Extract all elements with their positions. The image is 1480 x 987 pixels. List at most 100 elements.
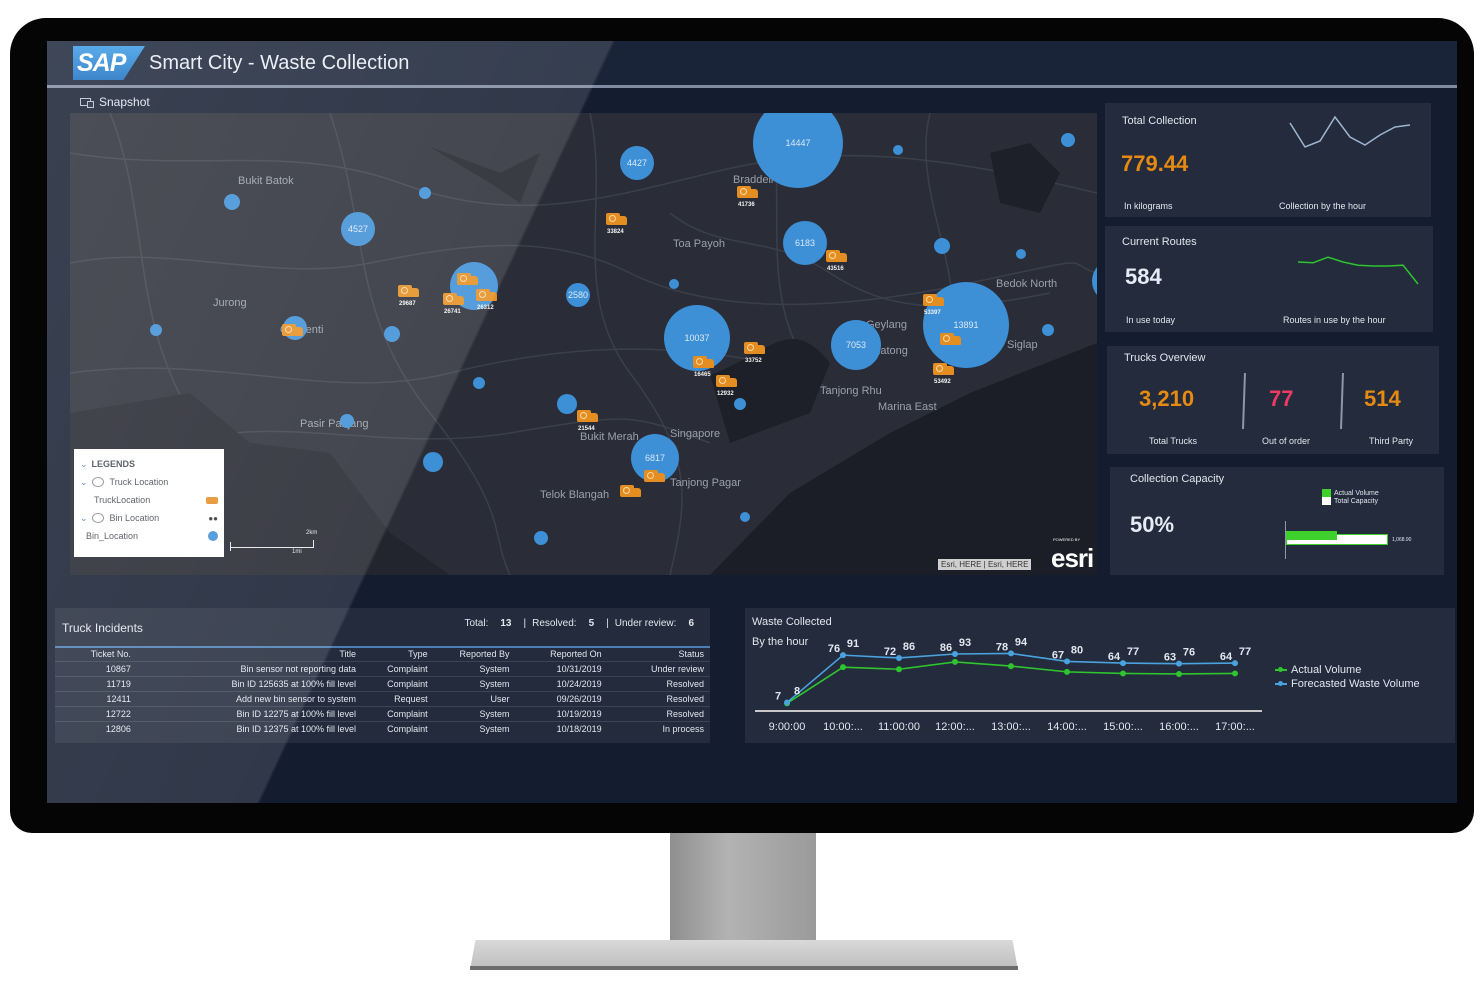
bin-cluster-marker[interactable]: 4527 — [341, 212, 375, 246]
bin-cluster-marker[interactable] — [473, 377, 485, 389]
bin-cluster-marker[interactable] — [384, 326, 400, 342]
bin-cluster-marker[interactable] — [423, 452, 443, 472]
col-title[interactable]: Title — [339, 649, 357, 660]
truck-icon[interactable] — [443, 293, 465, 307]
table-cell: System — [433, 675, 516, 691]
actual-volume-bar — [1286, 531, 1337, 540]
table-row[interactable]: 11719 Bin ID 125635 at 100% fill level Com… — [55, 675, 710, 691]
map-legend: ⌄ LEGENDS ⌄ Truck Location TruckLocation… — [74, 449, 224, 557]
table-cell: 10/18/2019 — [515, 720, 608, 736]
bin-cluster-marker[interactable] — [669, 279, 679, 289]
col-status[interactable]: Status — [678, 649, 704, 660]
truck-icon[interactable] — [923, 294, 945, 308]
bin-cluster-marker[interactable]: 2580 — [566, 283, 590, 307]
place-label: Jurong — [213, 297, 247, 309]
truck-icon[interactable] — [282, 324, 304, 338]
truck-icon[interactable] — [620, 485, 642, 499]
bin-cluster-marker[interactable]: 7053 — [831, 320, 881, 370]
map-attribution[interactable]: Esri, HERE | Esri, HERE — [938, 559, 1032, 570]
legend-item-label: TruckLocation — [94, 495, 151, 505]
truck-icon[interactable] — [716, 375, 738, 389]
truck-id-label: 41736 — [738, 202, 755, 208]
truck-icon[interactable] — [457, 273, 479, 287]
truck-icon[interactable] — [577, 410, 599, 424]
truck-id-label: 33752 — [745, 358, 762, 364]
legend-label: Actual Volume — [1291, 664, 1362, 676]
out-of-order-value: 77 — [1269, 386, 1294, 411]
collection-capacity-card[interactable]: Collection Capacity 50% Actual Volume To… — [1110, 467, 1444, 575]
svg-text:76: 76 — [1183, 647, 1195, 659]
truck-icon[interactable] — [398, 285, 420, 299]
snapshot-button[interactable]: Snapshot — [47, 91, 1097, 113]
bin-cluster-marker[interactable] — [1061, 133, 1075, 147]
trucks-overview-card[interactable]: Trucks Overview 3,210 Total Trucks 77 Ou… — [1107, 346, 1439, 454]
snapshot-label: Snapshot — [99, 95, 150, 109]
bin-cluster-marker[interactable] — [934, 238, 950, 254]
total-collection-card[interactable]: Total Collection 779.44 In kilograms Col… — [1105, 103, 1431, 217]
bin-cluster-marker[interactable] — [1042, 324, 1054, 336]
col-type[interactable]: Type — [408, 649, 428, 660]
esri-powered-by: POWERED BY — [1053, 537, 1081, 542]
truck-icon[interactable] — [737, 186, 759, 200]
bar-value-label: 1,068.90 — [1392, 537, 1412, 543]
bin-cluster-marker[interactable] — [734, 398, 746, 410]
truck-icon[interactable] — [744, 342, 766, 356]
bin-cluster-marker[interactable] — [150, 324, 162, 336]
bin-cluster-marker[interactable] — [340, 414, 354, 428]
svg-text:14:00:...: 14:00:... — [1047, 721, 1087, 733]
truck-icon[interactable] — [644, 470, 666, 484]
table-cell: 10867 — [55, 660, 137, 676]
bin-cluster-marker[interactable] — [419, 187, 431, 199]
bin-cluster-marker[interactable]: 4427 — [620, 146, 654, 180]
truck-icon[interactable] — [826, 250, 848, 264]
legend-item-forecast[interactable]: Forecasted Waste Volume — [1275, 677, 1420, 691]
table-cell: 12806 — [55, 720, 137, 736]
svg-text:86: 86 — [940, 642, 952, 654]
truck-icon[interactable] — [476, 289, 498, 303]
truck-icon[interactable] — [693, 356, 715, 370]
monitor-frame: SAP Smart City - Waste Collection Snapsh… — [10, 18, 1474, 833]
col-reported-on[interactable]: Reported On — [550, 649, 602, 660]
col-reported-by[interactable]: Reported By — [459, 649, 510, 660]
bin-cluster-marker[interactable]: 6183 — [783, 221, 827, 265]
bin-cluster-marker[interactable] — [224, 194, 240, 210]
legend-group-bin[interactable]: ⌄ Bin Location ●● — [80, 509, 218, 527]
bin-cluster-marker[interactable] — [893, 145, 903, 155]
legend-header[interactable]: ⌄ LEGENDS — [80, 455, 218, 473]
col-ticket[interactable]: Ticket No. — [90, 649, 131, 660]
legend-label: Actual Volume — [1334, 489, 1379, 497]
truck-icon[interactable] — [606, 213, 628, 227]
monitor-stand-base — [470, 940, 1018, 970]
resolved-value: 5 — [588, 618, 595, 629]
esri-logo[interactable]: esri — [1051, 543, 1094, 573]
bin-cluster-marker[interactable] — [1016, 249, 1026, 259]
table-cell: User — [433, 690, 516, 706]
truck-id-label: 33824 — [607, 229, 624, 235]
place-label: Siglap — [1007, 339, 1038, 351]
line-marker-icon — [1275, 681, 1287, 686]
truck-id-label: 29687 — [399, 301, 416, 307]
bin-cluster-marker[interactable] — [740, 512, 750, 522]
bin-cluster-marker[interactable]: 13891 — [923, 282, 1009, 368]
table-cell: Add new bin sensor to system — [136, 690, 363, 706]
truck-id-label: 43516 — [827, 266, 844, 272]
map-view[interactable]: Bukit BatokJurongClementiBraddell Height… — [70, 113, 1097, 575]
table-row[interactable]: 10867 Bin sensor not reporting data Compla… — [55, 660, 710, 676]
truck-icon[interactable] — [933, 363, 955, 377]
bin-cluster-marker[interactable] — [534, 531, 548, 545]
current-routes-card[interactable]: Current Routes 584 In use today Routes i… — [1105, 226, 1433, 332]
table-row[interactable]: 12722 Bin ID 12275 at 100% fill level Comp… — [55, 705, 710, 721]
table-row[interactable]: 12411 Add new bin sensor to system Request… — [55, 690, 710, 706]
table-row[interactable]: 12806 Bin ID 12375 at 100% fill level Comp… — [55, 720, 710, 736]
routes-sparkline — [1297, 256, 1419, 285]
legend-group-truck[interactable]: ⌄ Truck Location — [80, 473, 218, 491]
svg-text:64: 64 — [1108, 651, 1121, 663]
scale-km-label: 2km — [306, 530, 318, 536]
truck-icon[interactable] — [940, 333, 962, 347]
bin-cluster-marker[interactable]: 14447 — [753, 113, 843, 188]
bin-cluster-marker[interactable] — [557, 394, 577, 414]
map-scale-bar: 2km 1mi — [230, 530, 317, 555]
bin-cluster-marker[interactable]: 6242 — [1092, 259, 1097, 303]
multi-symbol-icon: ●● — [208, 513, 218, 523]
legend-item-actual[interactable]: Actual Volume — [1275, 663, 1420, 677]
